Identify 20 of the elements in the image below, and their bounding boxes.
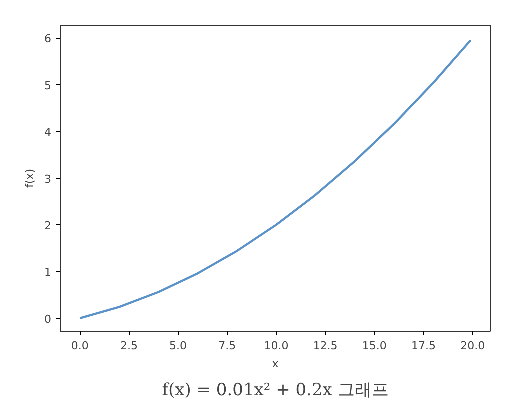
x-tick-label: 15.0 xyxy=(362,340,387,352)
y-tick-label: 2 xyxy=(44,219,52,232)
x-tick-label: 7.5 xyxy=(218,340,236,352)
x-tick-label: 2.5 xyxy=(120,340,138,352)
text: f(x) = 0.01x² + 0.2x 그래프 xyxy=(162,380,389,400)
x-tick-label: 5.0 xyxy=(170,340,188,352)
x-tick-label: 10.0 xyxy=(264,340,289,352)
y-tick-label: 0 xyxy=(44,312,52,326)
y-tick-label: 6 xyxy=(44,32,52,46)
y-tick-label: 3 xyxy=(44,172,52,186)
y-tick-label: 5 xyxy=(44,79,52,92)
x-tick-label: 0.0 xyxy=(71,340,89,352)
x-tick-label: 20.0 xyxy=(460,340,486,352)
x-tick-label: 17.5 xyxy=(411,340,436,352)
x-tick-label: 12.5 xyxy=(313,340,338,352)
y-tick-label: 4 xyxy=(44,126,52,140)
y-tick-label: 1 xyxy=(44,266,52,280)
y-axis-title: f(x) xyxy=(24,169,36,188)
x-axis-title: x xyxy=(272,358,280,370)
line-series xyxy=(79,39,472,320)
